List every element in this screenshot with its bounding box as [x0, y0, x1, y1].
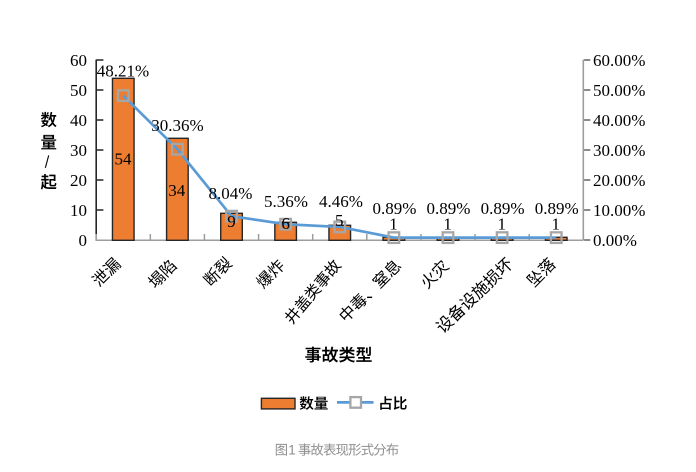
svg-text:50.00%: 50.00% [593, 81, 645, 100]
svg-text:0.89%: 0.89% [535, 199, 579, 218]
svg-text:1: 1 [497, 214, 506, 233]
svg-text:34: 34 [168, 181, 186, 200]
svg-text:0.89%: 0.89% [481, 199, 525, 218]
svg-text:4.46%: 4.46% [319, 192, 363, 211]
svg-text:0.00%: 0.00% [593, 231, 637, 250]
svg-text:9: 9 [227, 212, 236, 231]
svg-text:40.00%: 40.00% [593, 111, 645, 130]
svg-text:60.00%: 60.00% [593, 51, 645, 70]
svg-text:20: 20 [70, 171, 87, 190]
svg-text:30.36%: 30.36% [151, 116, 203, 135]
svg-text:0.89%: 0.89% [427, 199, 471, 218]
svg-text:1: 1 [288, 442, 295, 457]
svg-text:5.36%: 5.36% [264, 192, 308, 211]
svg-text:1: 1 [552, 214, 561, 233]
svg-text:50: 50 [70, 81, 87, 100]
svg-text:0: 0 [79, 231, 88, 250]
svg-text:20.00%: 20.00% [593, 171, 645, 190]
svg-text:60: 60 [70, 51, 87, 70]
svg-text:0.89%: 0.89% [372, 199, 416, 218]
svg-text:10: 10 [70, 201, 87, 220]
svg-text:40: 40 [70, 111, 87, 130]
svg-text:30.00%: 30.00% [593, 141, 645, 160]
svg-text:30: 30 [70, 141, 87, 160]
svg-text:1: 1 [389, 214, 398, 233]
svg-text:48.21%: 48.21% [97, 62, 149, 81]
svg-text:5: 5 [335, 211, 344, 230]
svg-text:8.04%: 8.04% [208, 184, 252, 203]
svg-text:1: 1 [443, 214, 452, 233]
svg-text:6: 6 [281, 214, 290, 233]
svg-text:10.00%: 10.00% [593, 201, 645, 220]
svg-text:54: 54 [115, 149, 133, 168]
